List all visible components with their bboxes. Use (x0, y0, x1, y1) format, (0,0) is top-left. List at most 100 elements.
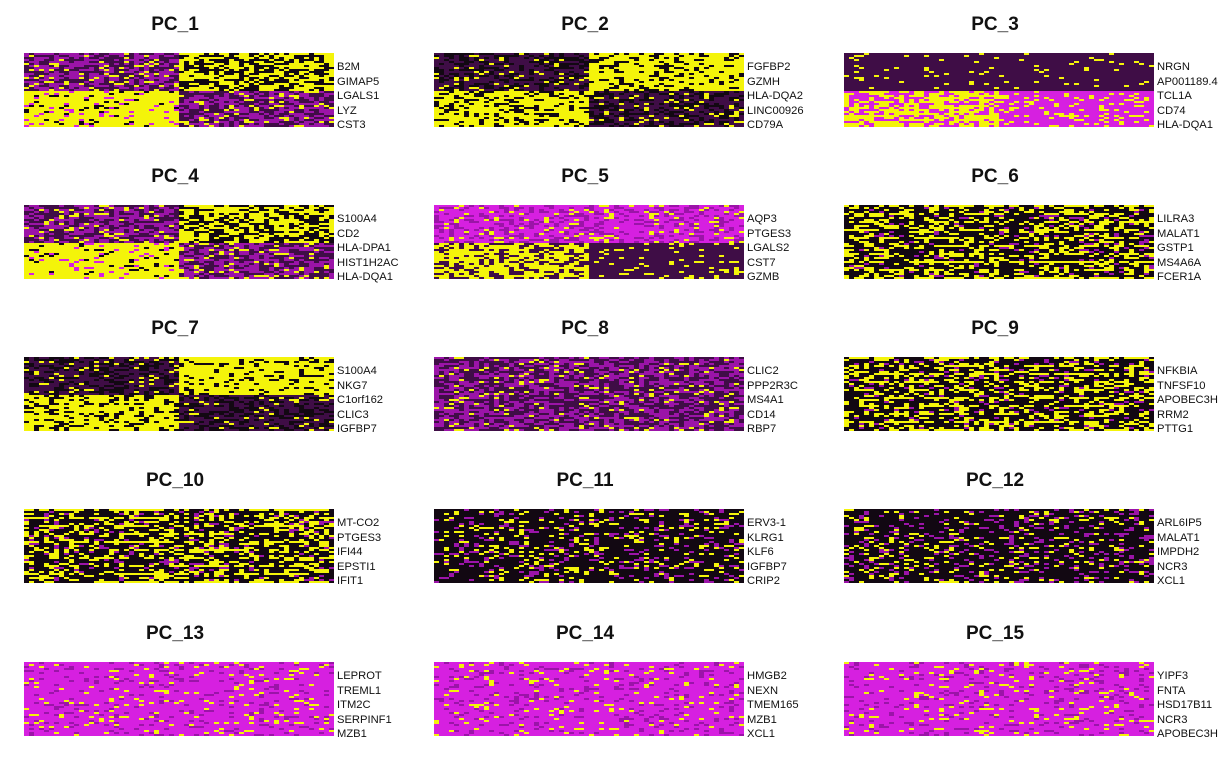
heatmap-cell (634, 69, 640, 72)
heatmap-cell (559, 57, 565, 60)
heatmap-cell (84, 81, 90, 84)
heatmap-cell (254, 99, 260, 102)
heatmap-cell (674, 105, 680, 108)
heatmap-cell (889, 63, 895, 66)
heatmap-cell (79, 73, 85, 76)
heatmap-cell (89, 69, 95, 72)
heatmap-cell (579, 67, 585, 70)
heatmap-cell (169, 119, 175, 122)
heatmap-cell (1069, 61, 1075, 64)
heatmap-cell (54, 99, 60, 102)
heatmap-cell (679, 107, 685, 110)
heatmap-cell (629, 91, 635, 94)
heatmap-cell (84, 107, 90, 110)
heatmap-cell (454, 55, 460, 58)
heatmap-cell (434, 113, 440, 116)
heatmap-cell (34, 59, 40, 62)
heatmap-cell (299, 63, 305, 66)
heatmap-cell (134, 81, 140, 84)
heatmap-cell (49, 101, 55, 104)
heatmap-cell (114, 81, 120, 84)
heatmap-cell (604, 69, 610, 72)
heatmap-cell (719, 71, 725, 74)
heatmap-cell (869, 65, 875, 68)
heatmap-cell (624, 101, 630, 104)
heatmap-cell (64, 119, 70, 122)
heatmap-cell (629, 103, 635, 106)
heatmap-cell (214, 83, 220, 86)
heatmap-cell (689, 97, 695, 100)
heatmap-cell (174, 123, 180, 126)
heatmap-cell (714, 125, 720, 127)
heatmap-cell (219, 81, 225, 84)
heatmap-cell (894, 55, 900, 58)
heatmap-cell (944, 55, 950, 58)
heatmap-cell (299, 115, 305, 118)
heatmap-cell (1099, 59, 1105, 62)
heatmap-cell (154, 113, 160, 116)
heatmap-cell (474, 115, 480, 118)
heatmap-cell (594, 75, 600, 78)
heatmap-cell (559, 61, 565, 64)
heatmap-cell (464, 99, 470, 102)
heatmap-cell (79, 105, 85, 108)
heatmap-cell (69, 67, 75, 70)
heatmap-cell (209, 113, 215, 116)
heatmap-cell (684, 61, 690, 64)
heatmap-cell (224, 79, 230, 82)
heatmap-cell (669, 101, 675, 104)
heatmap-cell (1059, 59, 1065, 62)
heatmap-cell (229, 93, 235, 96)
heatmap-cell (129, 121, 135, 124)
heatmap-cell (59, 75, 65, 78)
heatmap-cell (599, 91, 605, 94)
heatmap-cell (434, 79, 440, 82)
heatmap-cell (739, 79, 744, 82)
heatmap-cell (569, 53, 575, 56)
heatmap-cell (674, 75, 680, 78)
heatmap-cell (664, 65, 670, 68)
heatmap-cell (554, 117, 560, 120)
heatmap-cell (589, 61, 595, 64)
heatmap-cell (149, 125, 155, 127)
heatmap-cell (244, 81, 250, 84)
heatmap-cell (614, 105, 620, 108)
heatmap-cell (169, 123, 175, 126)
heatmap-cell (509, 99, 515, 102)
heatmap-cell (674, 113, 680, 116)
heatmap-cell (1079, 61, 1085, 64)
heatmap-cell (319, 57, 325, 60)
heatmap-cell (139, 89, 145, 92)
heatmap-cell (629, 115, 635, 118)
heatmap-cell (1004, 59, 1010, 62)
heatmap-cell (469, 69, 475, 72)
heatmap-cell (449, 113, 455, 116)
heatmap-cell (309, 113, 315, 116)
heatmap-cell (89, 67, 95, 70)
heatmap-cell (894, 53, 900, 56)
heatmap-cell (164, 117, 170, 120)
heatmap-cell (69, 93, 75, 96)
heatmap-cell (79, 91, 85, 94)
heatmap-cell (289, 99, 295, 102)
heatmap-cell (469, 55, 475, 58)
heatmap-cell (304, 115, 310, 118)
heatmap-cell (144, 103, 150, 106)
heatmap-cell (309, 89, 315, 92)
heatmap-cell (239, 117, 245, 120)
heatmap-cell (324, 123, 330, 126)
heatmap-cell (709, 115, 715, 118)
heatmap-cell (159, 95, 165, 98)
heatmap-cell (714, 55, 720, 58)
heatmap-cell (539, 93, 545, 96)
gene-label: LYZ (337, 104, 379, 119)
heatmap-cell (569, 123, 575, 126)
heatmap-cell (564, 57, 570, 60)
heatmap-cell (119, 69, 125, 72)
heatmap-cell (264, 71, 270, 74)
heatmap-cell (539, 109, 545, 112)
heatmap-cell (74, 81, 80, 84)
heatmap-cell (264, 83, 270, 86)
heatmap-cell (454, 117, 460, 120)
heatmap-cell (984, 53, 990, 56)
